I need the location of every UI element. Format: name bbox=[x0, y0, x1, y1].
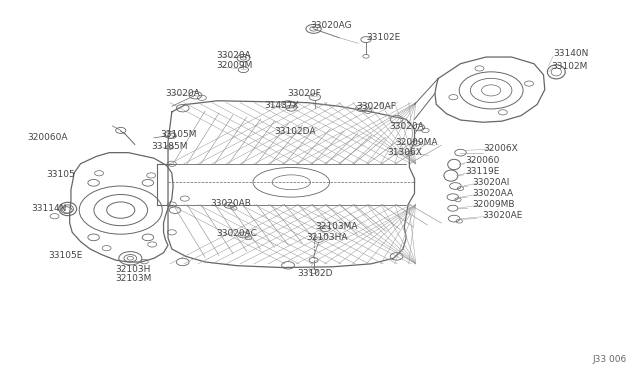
Text: 33105E: 33105E bbox=[49, 251, 83, 260]
Text: 32103MA: 32103MA bbox=[315, 222, 357, 231]
Text: 33020F: 33020F bbox=[287, 89, 321, 98]
Text: 33102E: 33102E bbox=[366, 32, 400, 42]
Text: 33020A: 33020A bbox=[166, 89, 200, 98]
Text: 31437X: 31437X bbox=[264, 102, 298, 110]
Text: 33119E: 33119E bbox=[466, 167, 500, 176]
Text: 32103M: 32103M bbox=[116, 274, 152, 283]
Text: 320060: 320060 bbox=[466, 155, 500, 164]
Text: 33102DA: 33102DA bbox=[274, 127, 316, 136]
Text: 31306X: 31306X bbox=[388, 148, 422, 157]
Text: 33020AC: 33020AC bbox=[216, 229, 257, 238]
Text: 33020AI: 33020AI bbox=[472, 178, 509, 187]
Text: 32006X: 32006X bbox=[483, 144, 518, 153]
Text: 33020AE: 33020AE bbox=[482, 211, 523, 220]
Text: 32009MB: 32009MB bbox=[472, 200, 515, 209]
Text: 32103HA: 32103HA bbox=[306, 233, 348, 243]
Text: 32009MA: 32009MA bbox=[396, 138, 438, 147]
Text: 33020A: 33020A bbox=[216, 51, 252, 60]
Text: 33105M: 33105M bbox=[161, 129, 197, 139]
Text: 33102M: 33102M bbox=[551, 62, 588, 71]
Text: 33102D: 33102D bbox=[298, 269, 333, 278]
Text: 320060A: 320060A bbox=[28, 133, 68, 142]
Text: 33140N: 33140N bbox=[553, 49, 588, 58]
Text: J33 006: J33 006 bbox=[592, 355, 627, 364]
Text: 33020AG: 33020AG bbox=[310, 21, 352, 30]
Text: 33185M: 33185M bbox=[152, 142, 188, 151]
Text: 32103H: 32103H bbox=[116, 265, 151, 274]
Text: 33020AF: 33020AF bbox=[356, 102, 396, 111]
Text: 33020AB: 33020AB bbox=[210, 199, 251, 208]
Text: 33105: 33105 bbox=[47, 170, 76, 179]
Text: 33020AA: 33020AA bbox=[472, 189, 513, 198]
Text: 32009M: 32009M bbox=[216, 61, 253, 70]
Text: 33114N: 33114N bbox=[31, 204, 67, 213]
Text: 33020A: 33020A bbox=[389, 122, 424, 131]
